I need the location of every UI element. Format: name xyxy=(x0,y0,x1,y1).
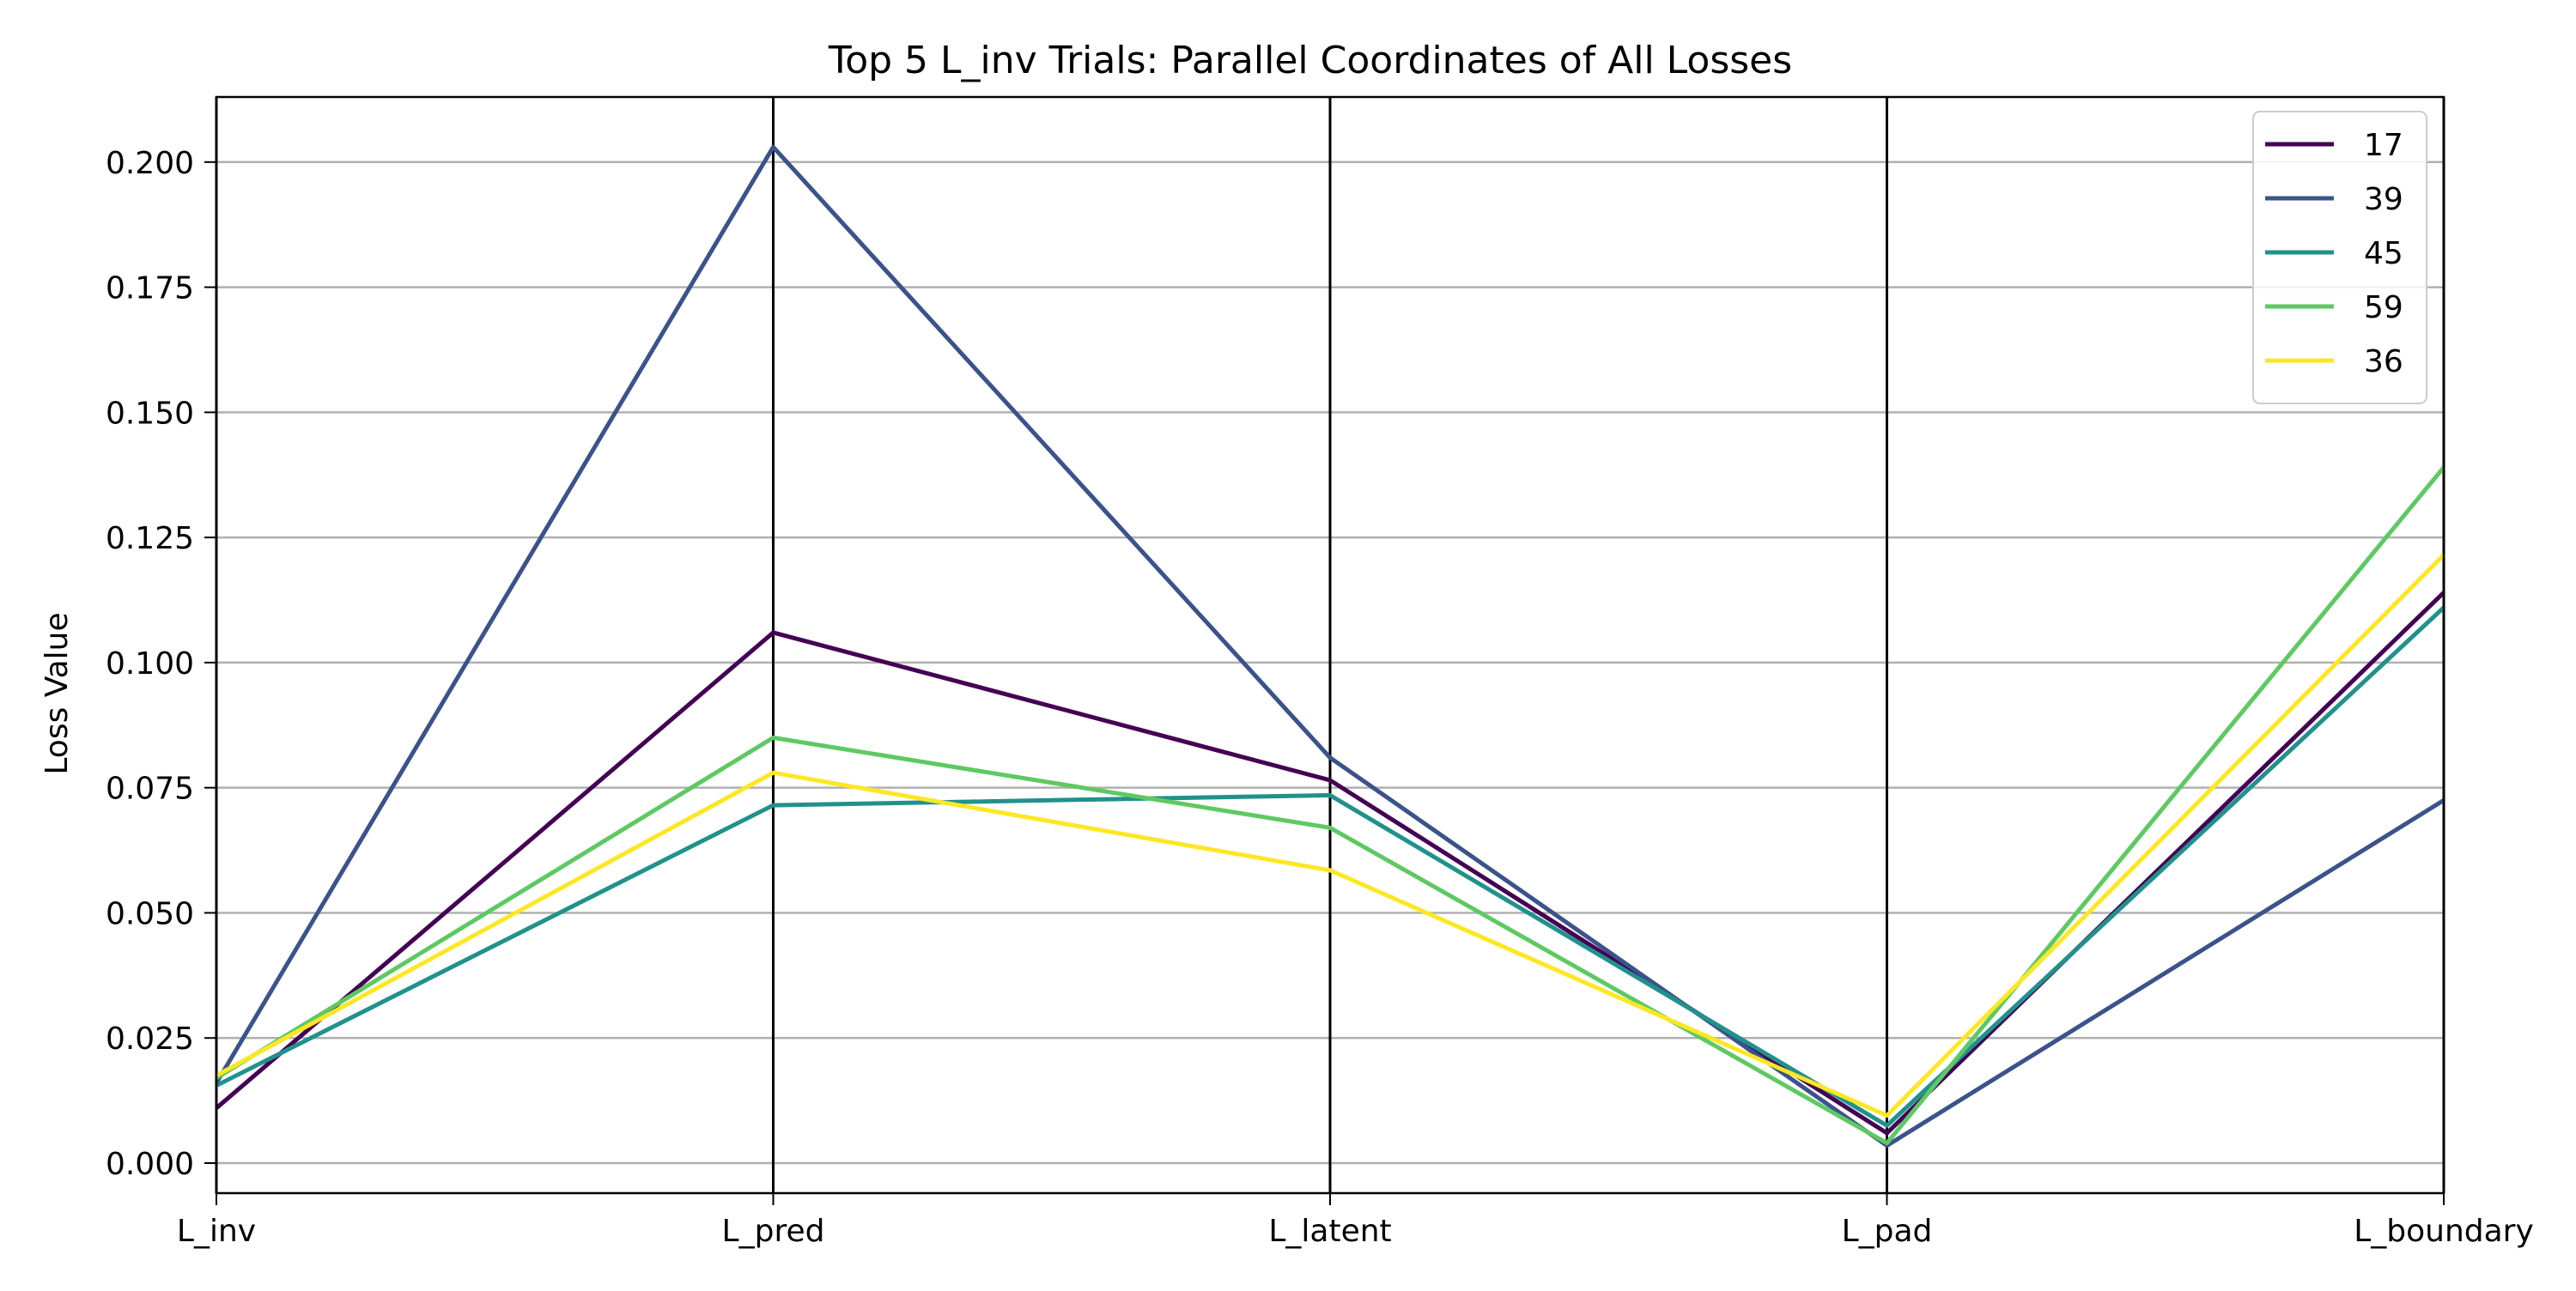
y-tick-label: 0.150 xyxy=(106,396,194,431)
y-tick-label: 0.200 xyxy=(106,146,194,181)
legend: 17 39 45 59 36 xyxy=(2252,111,2427,404)
legend-box xyxy=(2252,111,2427,404)
axes-layer xyxy=(215,97,2445,1193)
y-tick-label: 0.075 xyxy=(106,772,194,807)
legend-label: 45 xyxy=(2364,236,2403,271)
series-line-36 xyxy=(215,553,2445,1118)
y-tick-label: 0.000 xyxy=(106,1147,194,1182)
y-tick-label: 0.025 xyxy=(106,1021,194,1057)
chart-title: Top 5 L_inv Trials: Parallel Coordinates… xyxy=(828,39,1792,82)
y-axis-label: Loss Value xyxy=(39,612,75,774)
x-tick-label: L_pred xyxy=(722,1214,825,1249)
y-tick-label: 0.100 xyxy=(106,646,194,682)
legend-label: 17 xyxy=(2364,128,2403,163)
x-tick-label: L_boundary xyxy=(2354,1214,2534,1249)
y-tick-label: 0.175 xyxy=(106,271,194,306)
series-line-59 xyxy=(215,465,2445,1146)
y-tick-label: 0.050 xyxy=(106,896,194,931)
series-line-39 xyxy=(214,144,2445,1149)
x-tick-label: L_inv xyxy=(177,1214,256,1249)
x-tick-label: L_latent xyxy=(1268,1214,1391,1249)
series-line-45 xyxy=(215,605,2445,1128)
tick-labels: 0.000 0.025 0.050 0.075 0.100 0.125 0.150 0.175… xyxy=(106,146,2534,1249)
series-lines xyxy=(214,144,2445,1149)
y-tick-label: 0.125 xyxy=(106,521,194,556)
legend-label: 39 xyxy=(2364,182,2403,217)
x-tick-label: L_pad xyxy=(1842,1214,1933,1249)
legend-label: 59 xyxy=(2364,290,2403,325)
legend-label: 36 xyxy=(2364,344,2403,379)
